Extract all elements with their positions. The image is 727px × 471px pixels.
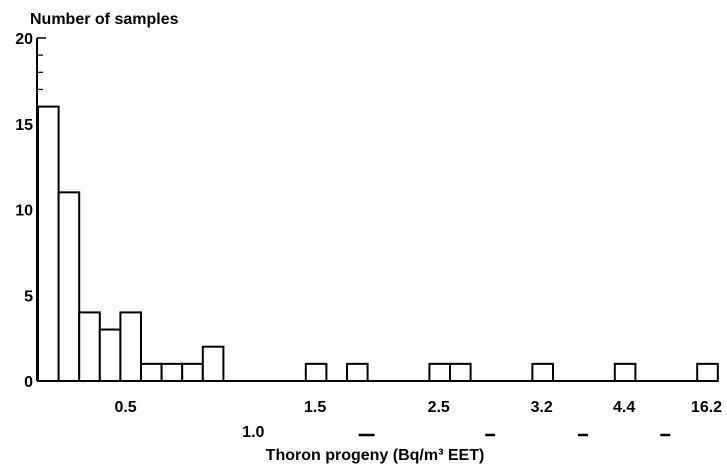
bar (98, 328, 122, 382)
y-tick-label: 0 (24, 374, 33, 391)
x-tick-label: 1.5 (304, 399, 326, 416)
bar (181, 362, 204, 383)
bar (346, 362, 369, 383)
bar (696, 362, 719, 383)
y-axis-title: Number of samples (30, 11, 179, 28)
x-tick-label: 0.5 (114, 399, 136, 416)
y-tick-label: 15 (15, 117, 33, 134)
x-tick-label: 16.2 (691, 399, 722, 416)
x-tick-label: 1.0 (242, 424, 264, 441)
bar (78, 311, 101, 382)
bar (531, 362, 555, 383)
bar (160, 362, 184, 383)
x-tick-label: 4.4 (613, 399, 635, 416)
bar (201, 345, 225, 383)
y-tick-label: 20 (15, 31, 33, 48)
y-tick-label: 5 (24, 288, 33, 305)
x-tick-label: 2.5 (428, 399, 450, 416)
bar (140, 362, 163, 383)
bar (119, 311, 143, 382)
bar (613, 362, 637, 383)
bar (449, 362, 472, 383)
bar (37, 105, 60, 382)
bars (37, 105, 719, 383)
x-axis-title: Thoron progeny (Bq/m³ EET) (266, 447, 485, 464)
bar (57, 191, 81, 382)
bar (428, 362, 451, 383)
x-tick-label: 3.2 (531, 399, 553, 416)
y-tick-label: 10 (15, 203, 33, 220)
bar (304, 362, 328, 383)
x-tick-labels: 0.5 1.0 1.5 2.5 3.2 4.4 16.2 (114, 399, 722, 441)
